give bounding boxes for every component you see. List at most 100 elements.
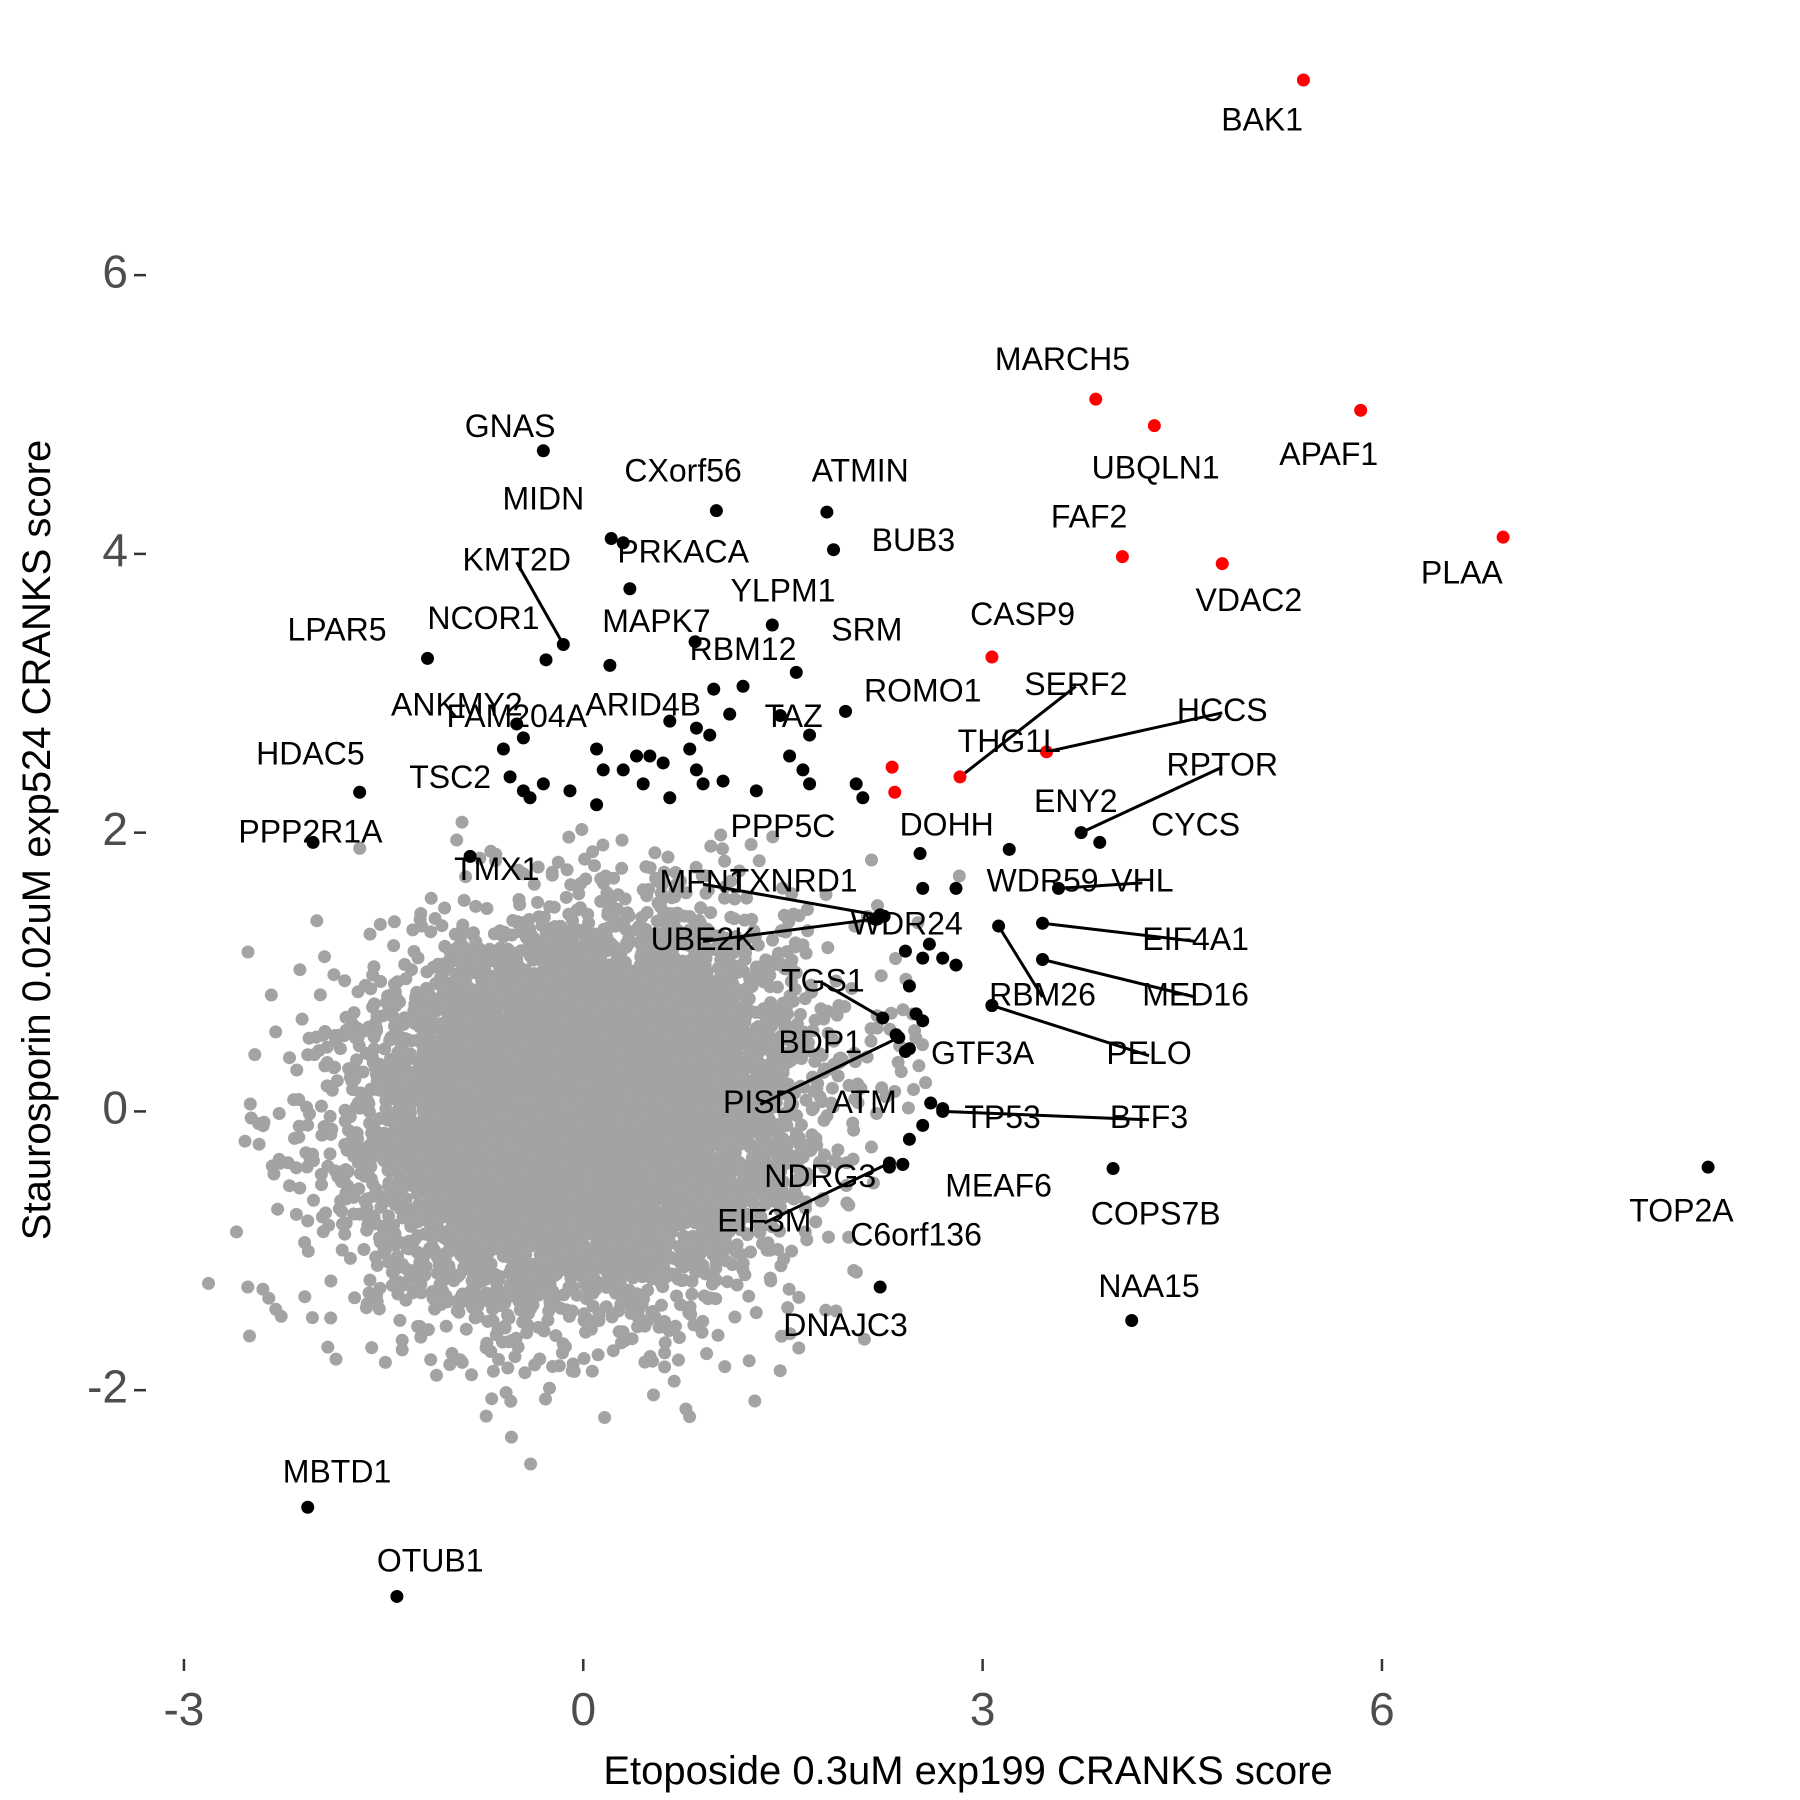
background-point [387, 915, 401, 929]
background-point [395, 1333, 409, 1347]
background-point [577, 1352, 591, 1365]
background-point [264, 988, 278, 1002]
background-point [387, 939, 401, 953]
background-point [314, 1099, 328, 1113]
background-point [330, 1074, 344, 1088]
background-point [321, 1340, 335, 1354]
background-point [243, 1097, 257, 1111]
background-point [718, 1360, 732, 1374]
background-point [202, 1276, 215, 1290]
background-point [421, 1323, 435, 1337]
background-point [559, 1303, 573, 1317]
background-point [315, 1178, 328, 1192]
background-point [271, 1202, 285, 1216]
background-point [591, 1348, 605, 1362]
background-point [672, 1331, 686, 1344]
background-point [642, 883, 656, 896]
background-point [430, 1368, 443, 1382]
background-point [374, 1200, 388, 1214]
background-point [599, 869, 613, 883]
background-point [316, 1225, 330, 1239]
background-point [748, 1394, 762, 1408]
background-point [738, 1268, 752, 1282]
background-point [809, 1131, 823, 1145]
background-point [658, 1336, 672, 1350]
background-point [329, 1352, 343, 1366]
background-point [763, 1271, 777, 1285]
background-point [658, 1346, 672, 1360]
background-point [889, 952, 902, 965]
background-point [230, 1225, 243, 1239]
background-point [672, 1353, 685, 1367]
background-point [829, 974, 843, 988]
background-point [531, 895, 544, 909]
background-point [393, 1313, 407, 1327]
background-point [443, 1358, 457, 1371]
background-point [817, 1113, 831, 1127]
background-point [564, 878, 578, 892]
background-point [351, 985, 365, 999]
background-point [742, 1354, 756, 1368]
background-point [615, 833, 629, 847]
background-point [363, 1273, 377, 1287]
background-point [864, 1140, 878, 1154]
background-point [524, 1457, 538, 1471]
background-point [952, 869, 966, 883]
background-point [364, 982, 378, 996]
background-point [269, 1025, 283, 1039]
background-point [718, 891, 731, 905]
background-point [352, 1182, 366, 1196]
background-point [594, 894, 608, 908]
background-point [615, 861, 629, 875]
background-point [439, 1319, 453, 1333]
background-point [445, 1347, 459, 1360]
background-point [716, 842, 729, 856]
background-point [728, 1310, 742, 1324]
background-point [289, 1207, 303, 1221]
background-point [874, 969, 888, 983]
background-point [562, 830, 576, 844]
background-point [815, 1094, 829, 1108]
background-point [324, 1274, 338, 1288]
background-point [395, 1343, 409, 1357]
background-point [585, 1364, 599, 1378]
background-point [875, 1081, 889, 1095]
background-point [459, 1322, 473, 1336]
background-point [318, 950, 331, 964]
background-point [598, 1411, 612, 1424]
background-point [667, 1374, 681, 1388]
background-point [257, 1115, 271, 1129]
background-point [313, 988, 327, 1002]
background-point [305, 1311, 319, 1325]
background-point [813, 1047, 827, 1061]
background-point [457, 893, 471, 907]
background-point [459, 870, 473, 884]
background-point [846, 1152, 860, 1166]
background-point [323, 1109, 337, 1123]
background-point [685, 1287, 699, 1301]
background-point [398, 958, 412, 971]
background-point [842, 1198, 856, 1212]
background-point [559, 890, 573, 904]
background-points [202, 815, 966, 1471]
background-point [241, 945, 255, 959]
background-point [469, 899, 483, 913]
background-point [799, 946, 813, 960]
background-point [323, 1147, 337, 1161]
background-point [648, 846, 662, 860]
background-point [480, 902, 494, 915]
background-point [365, 1341, 379, 1355]
background-point [647, 1388, 660, 1402]
background-point [301, 1244, 315, 1258]
background-point [298, 1290, 312, 1304]
background-point [501, 1308, 515, 1322]
background-point [788, 936, 802, 950]
background-point [728, 892, 742, 906]
background-point [290, 1063, 304, 1077]
background-point [243, 1329, 256, 1343]
background-point [916, 1038, 929, 1052]
background-point [335, 1243, 349, 1257]
background-point [252, 1137, 266, 1151]
background-point [244, 1111, 258, 1125]
